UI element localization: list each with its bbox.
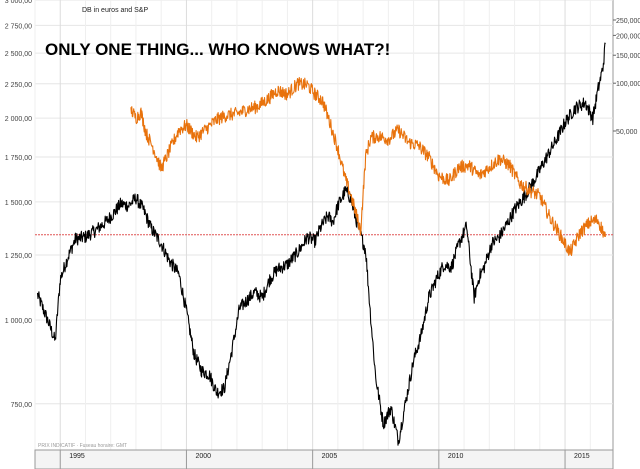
- x-axis-band: [34, 449, 614, 469]
- left-tick-label: 2 500,00: [5, 51, 32, 58]
- left-tick-label: 1 500,00: [5, 200, 32, 207]
- right-tick-label: 200,000: [616, 33, 640, 40]
- left-tick-label: 1 250,00: [5, 253, 32, 260]
- left-tick-label: 3 000,00: [5, 0, 32, 5]
- left-tick-label: 2 750,00: [5, 23, 32, 30]
- x-tick-label: 2000: [195, 453, 211, 460]
- left-tick-label: 1 000,00: [5, 318, 32, 325]
- x-tick-label: 2010: [448, 453, 464, 460]
- left-tick-label: 2 000,00: [5, 116, 32, 123]
- chart-subtitle: DB in euros and S&P: [82, 7, 148, 14]
- grid: [34, 0, 613, 450]
- series-line-2: [130, 77, 606, 257]
- x-tick-label: 2005: [322, 453, 338, 460]
- right-tick-label: 150,000: [616, 53, 640, 60]
- left-axis: 3 000,00 2 750,00 2 500,00 2 250,00 2 000,00…: [5, 0, 32, 409]
- left-tick-label: 750,00: [11, 402, 33, 409]
- left-tick-label: 1 750,00: [5, 155, 32, 162]
- right-tick-label: 100,000: [616, 81, 640, 88]
- x-axis: 1995 2000 2005 2010 2015: [34, 449, 614, 469]
- right-axis: 250,000 200,000 150,000 100,000 50,000: [613, 18, 640, 136]
- plot-frame: [34, 0, 614, 451]
- x-tick-label: 1995: [69, 453, 85, 460]
- left-tick-label: 2 250,00: [5, 82, 32, 89]
- x-tick-label: 2015: [574, 453, 590, 460]
- right-tick-label: 50,000: [616, 129, 638, 136]
- chart-footer: PRIX INDICATIF · Fuseau horaire: GMT: [38, 443, 127, 449]
- right-tick-label: 250,000: [616, 18, 640, 25]
- chart-title: ONLY ONE THING... WHO KNOWS WHAT?!: [45, 40, 390, 59]
- series-group: [36, 42, 606, 446]
- series-line-1: [36, 42, 606, 446]
